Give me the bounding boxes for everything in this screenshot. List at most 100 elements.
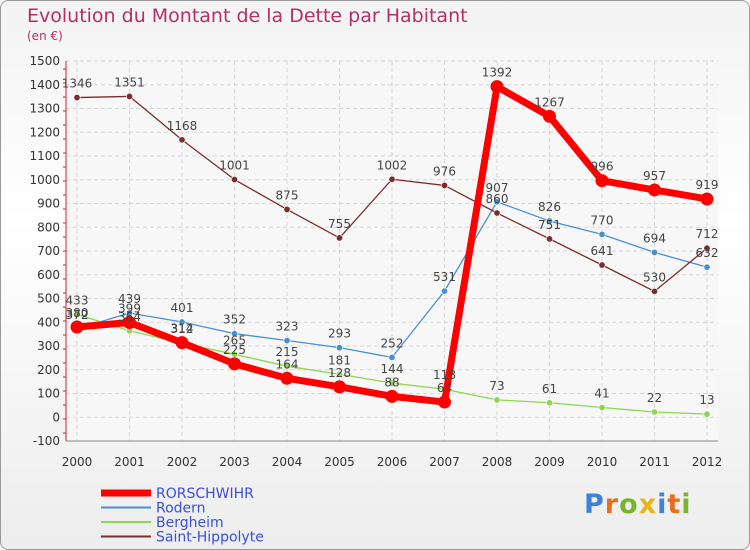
logo-letter: r	[604, 489, 620, 520]
y-tick-label: 0	[52, 410, 60, 424]
data-point	[648, 183, 661, 197]
y-tick-label: 500	[37, 292, 60, 306]
data-label: 712	[696, 227, 719, 241]
data-label: 401	[171, 301, 194, 315]
y-tick-label: 100	[37, 387, 60, 401]
legend-label: Bergheim	[156, 515, 224, 531]
legend-label: Rodern	[156, 501, 206, 517]
y-tick-label: 600	[37, 268, 60, 282]
logo-letter: P	[584, 489, 605, 520]
data-label: 1001	[219, 159, 250, 173]
y-tick-label: 900	[37, 197, 60, 211]
data-label: 751	[538, 218, 561, 232]
data-label: 531	[433, 270, 456, 284]
data-label: 380	[66, 306, 89, 320]
data-label: 128	[328, 366, 351, 380]
y-tick-label: 1200	[29, 125, 60, 139]
y-tick-label: -100	[33, 434, 60, 448]
data-point	[703, 244, 711, 252]
data-label: 215	[276, 345, 299, 359]
logo-letter: x	[638, 489, 658, 520]
x-tick-label: 2000	[62, 455, 93, 469]
legend-label: Saint-Hippolyte	[156, 530, 264, 546]
data-point	[335, 344, 343, 352]
data-label: 312	[171, 322, 194, 336]
y-tick-label: 1300	[29, 102, 60, 116]
data-point	[283, 362, 291, 370]
data-point	[70, 320, 84, 334]
data-label: 826	[538, 200, 561, 214]
data-label: 439	[118, 292, 141, 306]
data-point	[231, 330, 239, 338]
y-tick-label: 400	[37, 315, 60, 329]
x-tick-label: 2002	[167, 455, 198, 469]
data-label: 875	[276, 188, 299, 202]
x-tick-label: 2010	[587, 455, 618, 469]
data-label: 352	[223, 313, 246, 327]
data-point	[493, 209, 501, 217]
data-point	[650, 248, 658, 256]
y-tick-label: 1000	[29, 173, 60, 187]
data-point	[598, 261, 606, 269]
logo-letter: i	[657, 489, 668, 520]
data-label: 181	[328, 353, 351, 367]
data-label: 252	[381, 336, 404, 350]
data-point	[126, 92, 134, 100]
data-point	[490, 80, 504, 94]
data-point	[333, 380, 346, 394]
data-point	[335, 234, 343, 242]
data-point	[700, 192, 714, 206]
data-point	[493, 198, 501, 206]
data-point	[73, 310, 81, 318]
x-tick-label: 2003	[219, 455, 250, 469]
data-label: 13	[699, 393, 714, 407]
data-point	[178, 136, 186, 144]
data-label: 323	[276, 320, 299, 334]
data-label: 1267	[534, 95, 565, 109]
data-label: 957	[643, 169, 666, 183]
data-label: 61	[542, 382, 557, 396]
data-label: 641	[591, 244, 614, 258]
y-tick-label: 1100	[29, 149, 60, 163]
data-point	[703, 410, 711, 418]
data-point	[545, 235, 553, 243]
y-tick-label: 300	[37, 339, 60, 353]
data-label: 225	[223, 343, 246, 357]
data-label: 88	[384, 375, 399, 389]
data-point	[595, 174, 609, 188]
data-point	[385, 389, 399, 403]
data-point	[545, 217, 553, 225]
data-label: 1392	[482, 66, 513, 80]
logo-letter: t	[667, 489, 682, 520]
data-label: 770	[591, 213, 614, 227]
x-tick-label: 2007	[429, 455, 460, 469]
data-point	[543, 109, 556, 123]
x-tick-label: 2009	[534, 455, 565, 469]
data-label: 293	[328, 327, 351, 341]
data-point	[650, 287, 658, 295]
data-point	[438, 395, 451, 409]
data-label: 364	[118, 310, 141, 324]
data-point	[228, 357, 241, 371]
data-point	[283, 205, 291, 213]
data-point	[440, 181, 448, 189]
chart-title: Evolution du Montant de la Dette par Hab…	[27, 5, 468, 27]
y-tick-label: 200	[37, 363, 60, 377]
data-point	[388, 353, 396, 361]
data-label: 632	[696, 246, 719, 260]
x-tick-label: 2005	[324, 455, 355, 469]
data-label: 73	[489, 379, 504, 393]
data-point	[440, 287, 448, 295]
data-point	[598, 230, 606, 238]
data-point	[335, 370, 343, 378]
data-label: 1351	[114, 75, 145, 89]
data-label: 996	[591, 160, 614, 174]
y-tick-label: 700	[37, 244, 60, 258]
data-point	[123, 315, 136, 329]
data-point	[598, 404, 606, 412]
data-label: 530	[643, 270, 666, 284]
data-point	[178, 318, 186, 326]
data-label: 433	[66, 293, 89, 307]
